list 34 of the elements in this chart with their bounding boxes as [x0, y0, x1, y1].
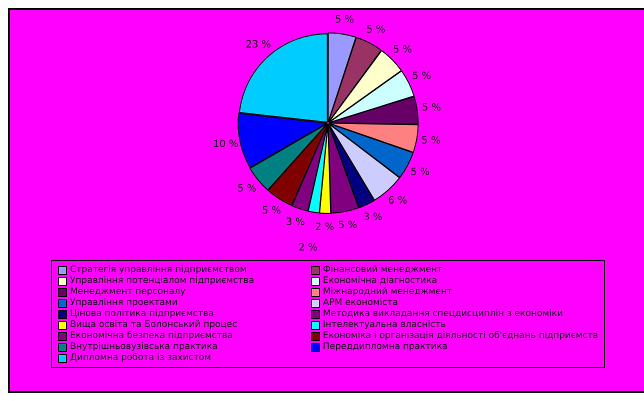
legend-label: Переддипломна практика: [322, 342, 448, 352]
data-label: 5 %: [392, 44, 412, 56]
legend-label: Стратегія управління підприємством: [70, 265, 247, 275]
legend-label: Вища освіта та Болонський процес: [70, 320, 238, 330]
legend-label: Економічна діагностика: [322, 276, 438, 286]
legend-label: АРМ економіста: [322, 298, 398, 308]
data-label: 3 %: [286, 216, 305, 228]
legend-label: Дипломна робота із захистом: [70, 353, 212, 363]
data-label: 10 %: [213, 138, 238, 150]
data-label: 6 %: [388, 195, 408, 206]
data-label: 2 %: [315, 222, 334, 234]
data-label: 5 %: [334, 14, 354, 26]
legend-label: Управління потенціалом підприємства: [70, 276, 254, 286]
data-label: 5 %: [421, 136, 440, 147]
data-label: 5 %: [366, 24, 386, 36]
data-label: 5 %: [412, 71, 432, 82]
legend-label: Економічна безпека підприємства: [70, 331, 233, 341]
legend-label: Внутрішньовузівська практика: [70, 342, 218, 352]
data-label: 5 %: [422, 102, 441, 114]
legend-label: Методика викладання спецдисциплін з економіки: [322, 309, 563, 319]
legend-label: Менеджмент персоналу: [70, 287, 186, 297]
legend-label: Управління проектами: [70, 298, 178, 308]
legend-label: Міжнародний менеджмент: [322, 287, 452, 297]
legend-label: Фінансовий менеджмент: [322, 265, 442, 275]
legend-label: Цінова політика підприємства: [70, 309, 214, 319]
data-label: 5 %: [262, 206, 282, 217]
legend-label: Економіка і організація діяльності об'єднань підприємств: [322, 331, 598, 341]
data-label: 2 %: [298, 242, 318, 254]
data-label: 5 %: [237, 183, 256, 194]
data-label: 5 %: [338, 220, 358, 232]
data-label: 5 %: [410, 166, 430, 178]
legend-label: Інтелектуальна власність: [322, 320, 446, 330]
data-label: 23 %: [246, 40, 272, 51]
data-label: 3 %: [363, 212, 382, 223]
